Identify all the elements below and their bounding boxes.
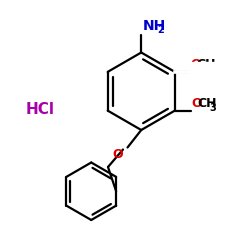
Text: 3: 3 xyxy=(208,64,214,74)
Text: O: O xyxy=(190,58,201,71)
Text: CH: CH xyxy=(198,97,217,110)
Text: HCl: HCl xyxy=(26,102,54,118)
Text: 2: 2 xyxy=(157,25,164,35)
Text: 3: 3 xyxy=(209,103,216,113)
Text: O: O xyxy=(112,148,123,162)
Text: CH: CH xyxy=(196,58,216,71)
Text: O: O xyxy=(192,97,202,110)
Text: NH: NH xyxy=(142,19,166,33)
